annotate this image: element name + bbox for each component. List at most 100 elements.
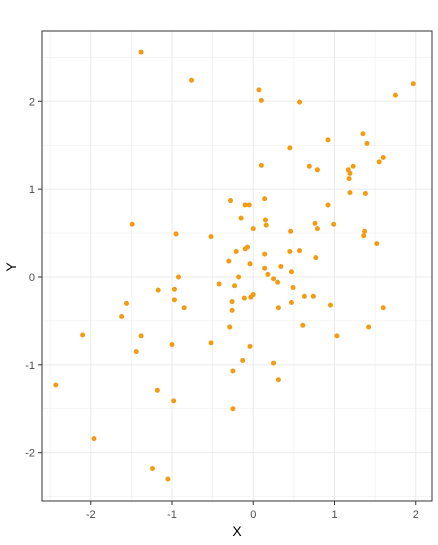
data-point xyxy=(169,342,175,348)
data-point xyxy=(327,302,333,308)
data-point xyxy=(362,228,368,234)
data-point xyxy=(376,159,382,165)
y-axis-ticks: -2 -1 0 1 2 xyxy=(25,96,42,460)
major-gridlines xyxy=(42,31,432,501)
data-point xyxy=(230,406,236,412)
data-point xyxy=(171,398,177,404)
y-tick-label: -1 xyxy=(25,360,35,372)
data-points xyxy=(53,49,416,482)
data-point xyxy=(380,155,386,161)
data-point xyxy=(275,305,281,311)
data-point xyxy=(263,222,269,228)
data-point xyxy=(240,357,246,363)
y-tick-label: -2 xyxy=(25,448,35,460)
data-point xyxy=(325,137,331,143)
data-point xyxy=(171,297,177,303)
x-axis-title: X xyxy=(232,523,242,539)
data-point xyxy=(250,226,256,232)
data-point xyxy=(124,300,129,306)
data-point xyxy=(138,49,144,55)
data-point xyxy=(346,176,352,182)
x-tick-label: 0 xyxy=(250,509,256,521)
data-point xyxy=(265,271,271,277)
data-point xyxy=(208,234,214,240)
data-point xyxy=(297,248,303,254)
data-point xyxy=(306,163,312,169)
x-tick-label: 1 xyxy=(331,509,337,521)
data-point xyxy=(312,220,318,226)
data-point xyxy=(350,163,356,169)
data-point xyxy=(271,360,277,366)
data-point xyxy=(242,202,248,208)
data-point xyxy=(347,170,353,176)
data-point xyxy=(287,249,293,255)
data-point xyxy=(53,382,59,388)
data-point xyxy=(227,324,233,330)
data-point xyxy=(241,295,247,301)
data-point xyxy=(262,217,268,223)
data-point xyxy=(288,228,294,234)
data-point xyxy=(229,299,235,305)
data-point xyxy=(229,307,235,313)
data-point xyxy=(364,140,370,146)
y-axis-title: Y xyxy=(3,262,19,272)
data-point xyxy=(181,305,187,311)
data-point xyxy=(310,293,316,299)
data-point xyxy=(290,285,296,291)
data-point xyxy=(297,99,303,105)
data-point xyxy=(301,293,307,299)
data-point xyxy=(278,263,284,269)
data-point xyxy=(238,215,244,221)
data-point xyxy=(129,221,135,227)
data-point xyxy=(300,322,306,328)
y-tick-label: 2 xyxy=(29,96,35,108)
x-axis-ticks: -2 -1 0 1 2 xyxy=(86,501,419,521)
data-point xyxy=(262,251,268,257)
data-point xyxy=(119,314,125,320)
data-point xyxy=(361,233,367,239)
data-point xyxy=(325,202,331,208)
data-point xyxy=(288,299,294,305)
data-point xyxy=(275,279,281,285)
data-point xyxy=(154,387,160,393)
data-point xyxy=(189,77,194,83)
data-point xyxy=(314,167,320,173)
data-point xyxy=(366,324,372,330)
data-point xyxy=(331,221,337,227)
data-point xyxy=(233,249,239,255)
data-point xyxy=(80,332,86,338)
panel-border xyxy=(41,30,433,502)
data-point xyxy=(287,145,293,151)
data-point xyxy=(247,261,253,267)
data-point xyxy=(91,436,97,442)
data-point xyxy=(226,258,232,264)
data-point xyxy=(262,265,268,271)
data-point xyxy=(165,476,171,482)
data-point xyxy=(133,349,139,355)
data-point xyxy=(246,202,252,208)
data-point xyxy=(208,340,214,346)
data-point xyxy=(248,294,254,300)
data-point xyxy=(258,97,264,103)
data-point xyxy=(150,465,155,471)
data-point xyxy=(138,333,144,339)
data-point xyxy=(288,269,294,275)
data-point xyxy=(171,286,177,292)
data-point xyxy=(173,231,179,237)
data-point xyxy=(247,343,253,349)
x-tick-label: -2 xyxy=(86,509,96,521)
data-point xyxy=(410,81,416,87)
data-point xyxy=(155,287,161,293)
data-point xyxy=(258,162,264,168)
data-point xyxy=(228,198,233,204)
data-point xyxy=(374,241,380,247)
data-point xyxy=(216,281,222,287)
data-point xyxy=(362,191,368,197)
x-tick-label: 2 xyxy=(413,509,419,521)
data-point xyxy=(334,333,340,339)
y-tick-label: 0 xyxy=(29,272,35,284)
data-point xyxy=(380,305,386,311)
data-point xyxy=(392,92,398,98)
data-point xyxy=(313,255,319,261)
